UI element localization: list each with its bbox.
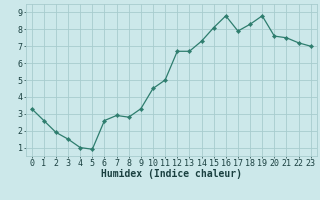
X-axis label: Humidex (Indice chaleur): Humidex (Indice chaleur)	[101, 169, 242, 179]
